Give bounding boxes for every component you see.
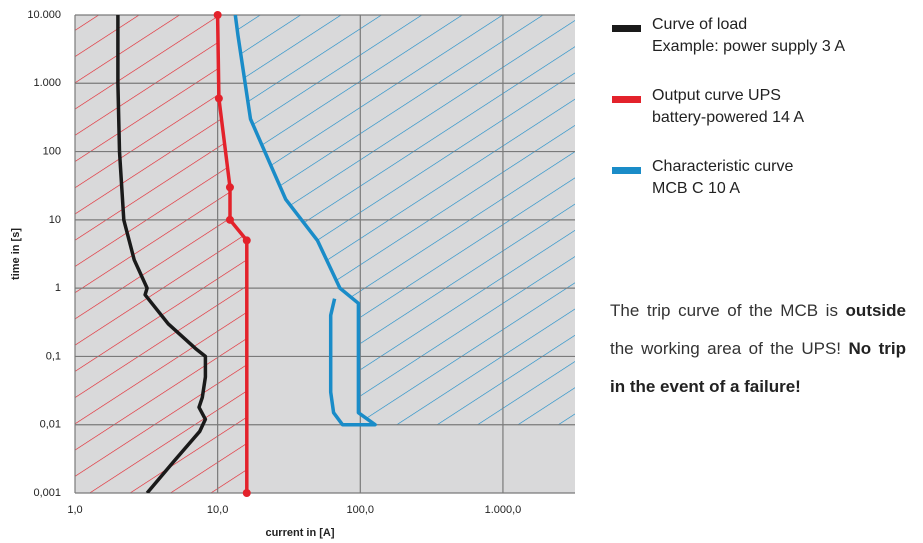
y-tick-label: 0,01 xyxy=(40,419,61,431)
x-tick-label: 1,0 xyxy=(67,504,82,516)
legend-note: battery-powered 14 A xyxy=(652,109,804,126)
y-tick-label: 1 xyxy=(55,282,61,294)
annotation-text: outside xyxy=(845,301,906,320)
point-marker xyxy=(242,236,251,245)
legend-label: Curve of load xyxy=(652,16,747,33)
legend-note: Example: power supply 3 A xyxy=(652,38,845,55)
x-tick-label: 1.000,0 xyxy=(485,504,522,516)
point-marker xyxy=(214,94,223,103)
annotation-text: the working area of the UPS! xyxy=(610,339,849,358)
x-tick-label: 100,0 xyxy=(347,504,375,516)
point-marker xyxy=(225,183,234,192)
point-marker xyxy=(242,489,251,497)
y-tick-label: 10.000 xyxy=(27,9,61,21)
legend-swatch xyxy=(612,25,641,32)
y-tick-label: 10 xyxy=(49,214,61,226)
series-line xyxy=(215,15,249,493)
legend-label: Characteristic curve xyxy=(652,158,793,175)
x-axis-title: current in [A] xyxy=(265,527,334,539)
y-tick-label: 0,1 xyxy=(46,350,61,362)
y-axis-title: time in [s] xyxy=(10,228,22,280)
y-tick-label: 100 xyxy=(43,145,61,157)
annotation-text: The trip curve of the MCB is xyxy=(610,301,846,320)
series-line xyxy=(116,15,208,493)
annotation-text: No trip in the event of a failure! xyxy=(610,339,906,396)
legend-label: Output curve UPS xyxy=(652,87,781,104)
x-tick-label: 10,0 xyxy=(207,504,228,516)
y-tick-label: 0,001 xyxy=(33,487,61,499)
legend-note: MCB C 10 A xyxy=(652,180,740,197)
annotation: The trip curve of the MCB is outside the… xyxy=(610,292,906,406)
series-line xyxy=(233,15,377,427)
legend-swatch xyxy=(612,167,641,174)
point-marker xyxy=(225,215,234,224)
y-tick-label: 1.000 xyxy=(33,77,61,89)
point-marker xyxy=(213,11,222,19)
legend-swatch xyxy=(612,96,641,103)
